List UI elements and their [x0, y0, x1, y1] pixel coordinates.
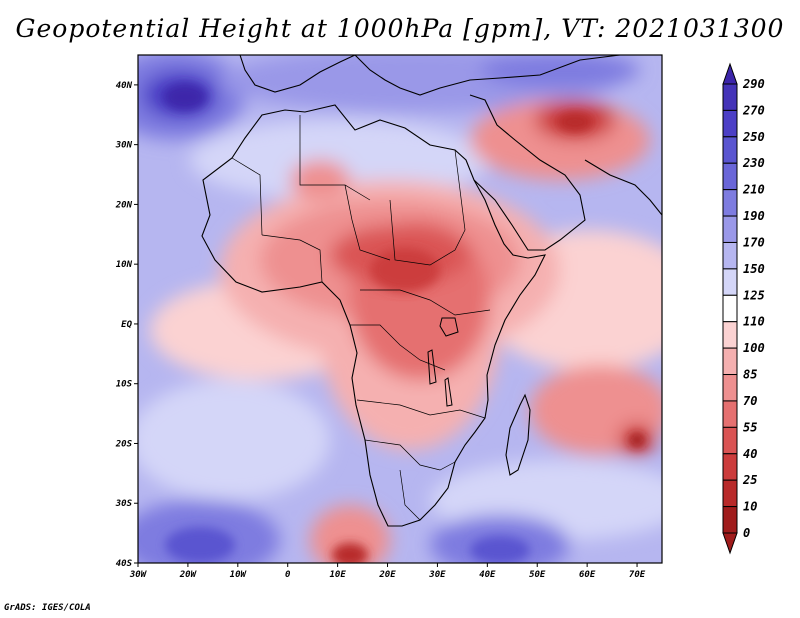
- grads-credit: GrADS: IGES/COLA: [4, 603, 91, 613]
- colorbar-label: 55: [743, 420, 757, 434]
- map-title: Geopotential Height at 1000hPa [gpm], VT…: [15, 14, 785, 43]
- colorbar-label: 10: [743, 500, 757, 514]
- lon-tick-label: 30W: [129, 570, 148, 580]
- colorbar-bottom-arrow: [722, 532, 738, 555]
- lon-tick-label: 20E: [378, 570, 396, 580]
- colorbar-label: 125: [743, 288, 765, 302]
- lat-tick-label: 30N: [115, 141, 133, 151]
- colorbar-label: 85: [743, 368, 757, 382]
- colorbar-label: 150: [743, 262, 765, 276]
- lat-tick-label: 30S: [115, 499, 133, 509]
- colorbar-swatch: [722, 109, 738, 138]
- colorbar-swatch: [722, 453, 738, 481]
- lon-tick-label: 0: [285, 570, 291, 580]
- lon-tick-label: 50E: [529, 570, 546, 580]
- height-field: [138, 55, 662, 563]
- colorbar-label: 70: [743, 394, 757, 408]
- colorbar-swatch: [722, 215, 738, 243]
- lon-tick-label: 10E: [329, 570, 346, 580]
- country-borders: [231, 115, 491, 521]
- colorbar-label: 170: [743, 235, 765, 249]
- colorbar-label: 0: [743, 526, 750, 540]
- colorbar-label: 210: [742, 183, 765, 197]
- lon-tick-label: 70E: [629, 570, 646, 580]
- colorbar-swatch: [722, 374, 738, 402]
- colorbar-swatch: [722, 347, 738, 376]
- colorbar-label: 40: [743, 447, 757, 461]
- colorbar-label: 25: [742, 473, 757, 487]
- lakes: [427, 317, 459, 407]
- colorbar-label: 190: [743, 209, 765, 223]
- latitude-axis: 40N 30N 20N 10N EQ 10S 20S 30S 40S: [115, 81, 138, 569]
- lat-tick-label: 20S: [115, 439, 133, 449]
- colorbar-swatch: [722, 136, 738, 164]
- colorbar-swatch: [722, 479, 738, 508]
- colorbar-top-arrow: [722, 62, 738, 85]
- map-frame: [137, 54, 663, 564]
- colorbar-label: 110: [743, 315, 765, 329]
- colorbar-label: 250: [742, 130, 765, 144]
- lon-tick-label: 20W: [179, 570, 198, 580]
- longitude-axis: 30W 20W 10W 0 10E 20E 30E 40E 50E 60E 70E: [129, 563, 646, 580]
- colorbar-swatch: [722, 294, 738, 323]
- coastlines: [201, 55, 662, 527]
- colorbar-swatch: [722, 189, 738, 217]
- colorbar-swatch: [722, 268, 738, 296]
- colorbar-label: 270: [742, 103, 765, 117]
- lon-tick-label: 40E: [479, 570, 496, 580]
- colorbar-swatch: [722, 241, 738, 270]
- colorbar-swatch: [722, 400, 738, 428]
- colorbar-label: 100: [743, 341, 765, 355]
- lat-tick-label: 40S: [116, 559, 133, 569]
- colorbar-label: 290: [742, 77, 765, 91]
- colorbar-swatch: [722, 506, 738, 534]
- lat-tick-label: EQ: [121, 320, 132, 330]
- lon-tick-label: 60E: [579, 570, 596, 580]
- colorbar-swatch: [722, 426, 738, 455]
- colorbar-label: 230: [742, 156, 765, 170]
- lon-tick-label: 10W: [230, 570, 248, 580]
- lat-tick-label: 10N: [116, 260, 133, 270]
- colorbar-swatch: [722, 162, 738, 191]
- lon-tick-label: 30E: [428, 570, 446, 580]
- colorbar: 2902702502302101901701501251101008570554…: [722, 62, 765, 555]
- lat-tick-label: 20N: [115, 200, 133, 210]
- lat-tick-label: 40N: [116, 81, 133, 91]
- colorbar-swatch: [722, 321, 738, 349]
- lat-tick-label: 10S: [116, 380, 133, 390]
- colorbar-swatch: [722, 83, 738, 111]
